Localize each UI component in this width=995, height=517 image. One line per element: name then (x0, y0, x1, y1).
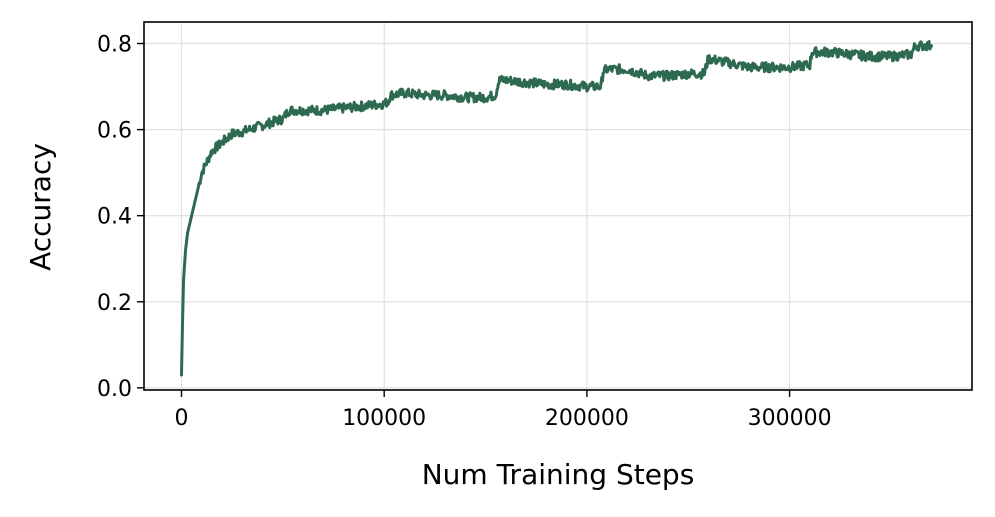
y-tick-label: 0.4 (97, 205, 132, 230)
x-tick-label: 300000 (748, 406, 832, 431)
x-tick-label: 200000 (545, 406, 629, 431)
accuracy-series-line (180, 40, 933, 377)
y-tick-label: 0.2 (97, 291, 132, 316)
y-tick-label: 0.8 (97, 33, 132, 58)
x-axis-label: Num Training Steps (422, 458, 695, 491)
plot-frame (143, 21, 973, 391)
x-axis-ticks: 0 100000 200000 300000 (174, 390, 832, 431)
x-tick-label: 0 (174, 406, 188, 431)
x-tick-label: 100000 (342, 406, 426, 431)
y-axis-label: Accuracy (24, 143, 57, 271)
series-group (180, 40, 933, 377)
y-axis-ticks: 0.0 0.2 0.4 0.6 0.8 (97, 33, 144, 402)
y-tick-label: 0.0 (97, 377, 132, 402)
y-tick-label: 0.6 (97, 119, 132, 144)
